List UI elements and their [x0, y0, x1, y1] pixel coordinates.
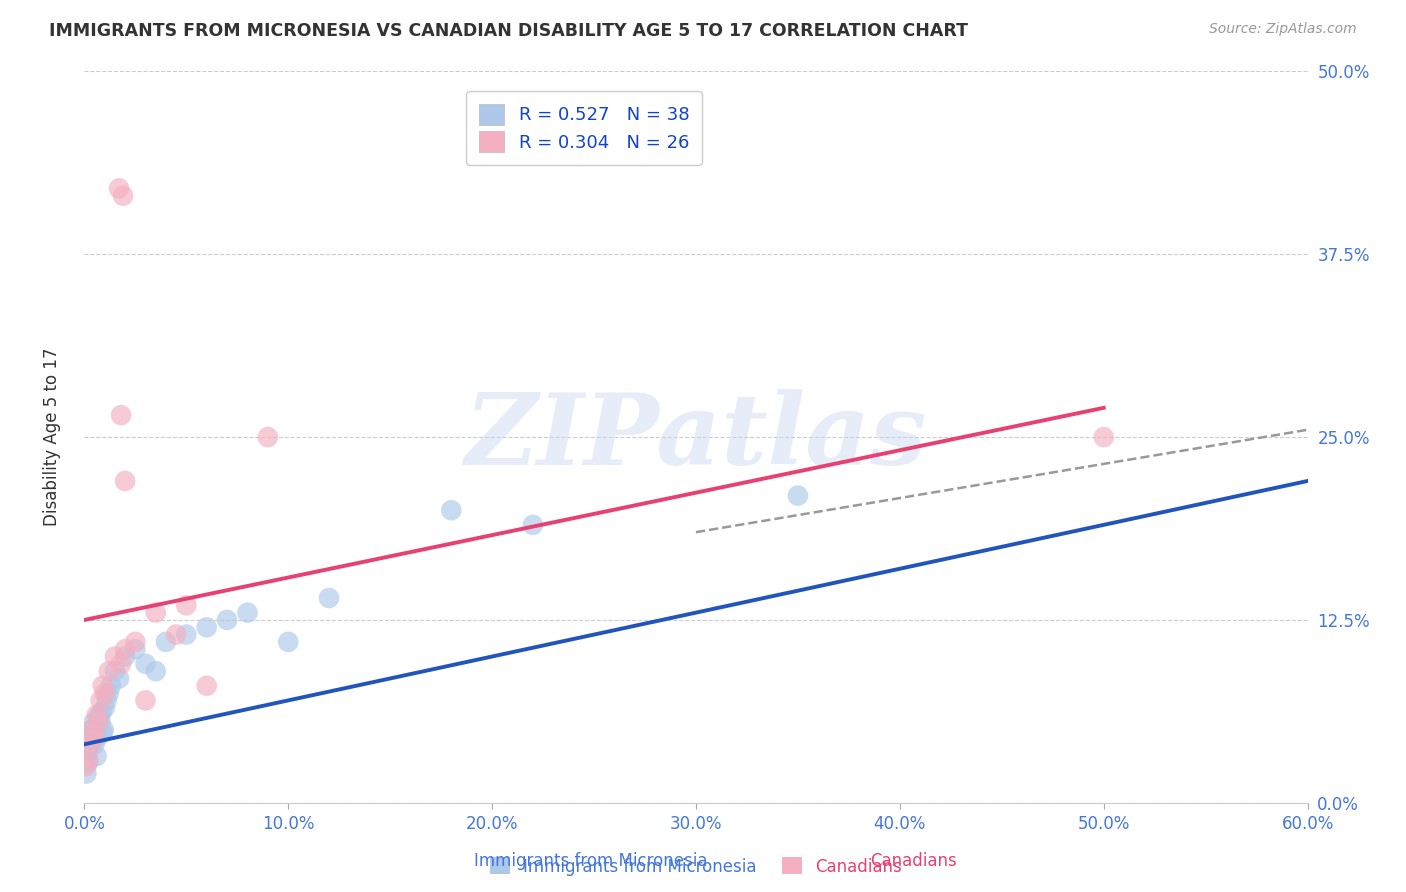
- Point: [86, 708, 108, 723]
- Point: [91, 679, 114, 693]
- Point: [97, 664, 120, 678]
- Point: [75, 759, 97, 773]
- Point: [112, 188, 135, 202]
- Text: ZIPatlas: ZIPatlas: [465, 389, 927, 485]
- Text: IMMIGRANTS FROM MICRONESIA VS CANADIAN DISABILITY AGE 5 TO 17 CORRELATION CHART: IMMIGRANTS FROM MICRONESIA VS CANADIAN D…: [49, 22, 969, 40]
- Point: [86, 749, 108, 764]
- Point: [114, 474, 136, 488]
- Point: [440, 503, 463, 517]
- Point: [155, 635, 177, 649]
- Point: [93, 723, 115, 737]
- Point: [75, 766, 97, 780]
- Point: [79, 737, 101, 751]
- Point: [104, 664, 127, 678]
- Point: [96, 693, 118, 707]
- Point: [79, 740, 101, 755]
- Point: [77, 752, 100, 766]
- Point: [82, 725, 104, 739]
- Point: [135, 693, 157, 707]
- Point: [277, 635, 299, 649]
- Point: [108, 672, 131, 686]
- Point: [110, 657, 132, 671]
- Point: [87, 715, 110, 730]
- Point: [82, 723, 104, 737]
- Point: [80, 723, 103, 737]
- Point: [79, 734, 101, 748]
- Point: [86, 730, 108, 744]
- Y-axis label: Disability Age 5 to 17: Disability Age 5 to 17: [42, 348, 60, 526]
- Point: [1092, 430, 1115, 444]
- Point: [124, 642, 146, 657]
- Point: [90, 693, 112, 707]
- Point: [83, 737, 105, 751]
- Point: [195, 679, 218, 693]
- Point: [145, 664, 167, 678]
- Point: [124, 635, 146, 649]
- Point: [89, 708, 111, 723]
- Point: [93, 700, 115, 714]
- Point: [97, 686, 120, 700]
- Point: [174, 627, 197, 641]
- Point: [522, 517, 544, 532]
- Point: [91, 725, 114, 739]
- Point: [76, 745, 98, 759]
- Point: [165, 627, 187, 641]
- Point: [83, 715, 105, 730]
- Point: [145, 606, 167, 620]
- Text: Source: ZipAtlas.com: Source: ZipAtlas.com: [1209, 22, 1357, 37]
- Point: [108, 181, 131, 195]
- Point: [87, 711, 110, 725]
- Point: [195, 620, 218, 634]
- Point: [84, 720, 107, 734]
- Point: [110, 408, 132, 422]
- Point: [174, 599, 197, 613]
- Point: [114, 642, 136, 657]
- Point: [77, 755, 100, 769]
- Text: Canadians: Canadians: [870, 852, 957, 870]
- Point: [236, 606, 259, 620]
- Point: [114, 649, 136, 664]
- Point: [787, 489, 810, 503]
- Point: [257, 430, 280, 444]
- Point: [90, 705, 112, 719]
- Point: [93, 686, 115, 700]
- Point: [90, 715, 112, 730]
- Legend: Immigrants from Micronesia, Canadians: Immigrants from Micronesia, Canadians: [484, 851, 908, 882]
- Point: [135, 657, 157, 671]
- Point: [318, 591, 340, 605]
- Point: [100, 679, 122, 693]
- Point: [217, 613, 239, 627]
- Point: [104, 649, 127, 664]
- Point: [83, 730, 105, 744]
- Text: Immigrants from Micronesia: Immigrants from Micronesia: [474, 852, 707, 870]
